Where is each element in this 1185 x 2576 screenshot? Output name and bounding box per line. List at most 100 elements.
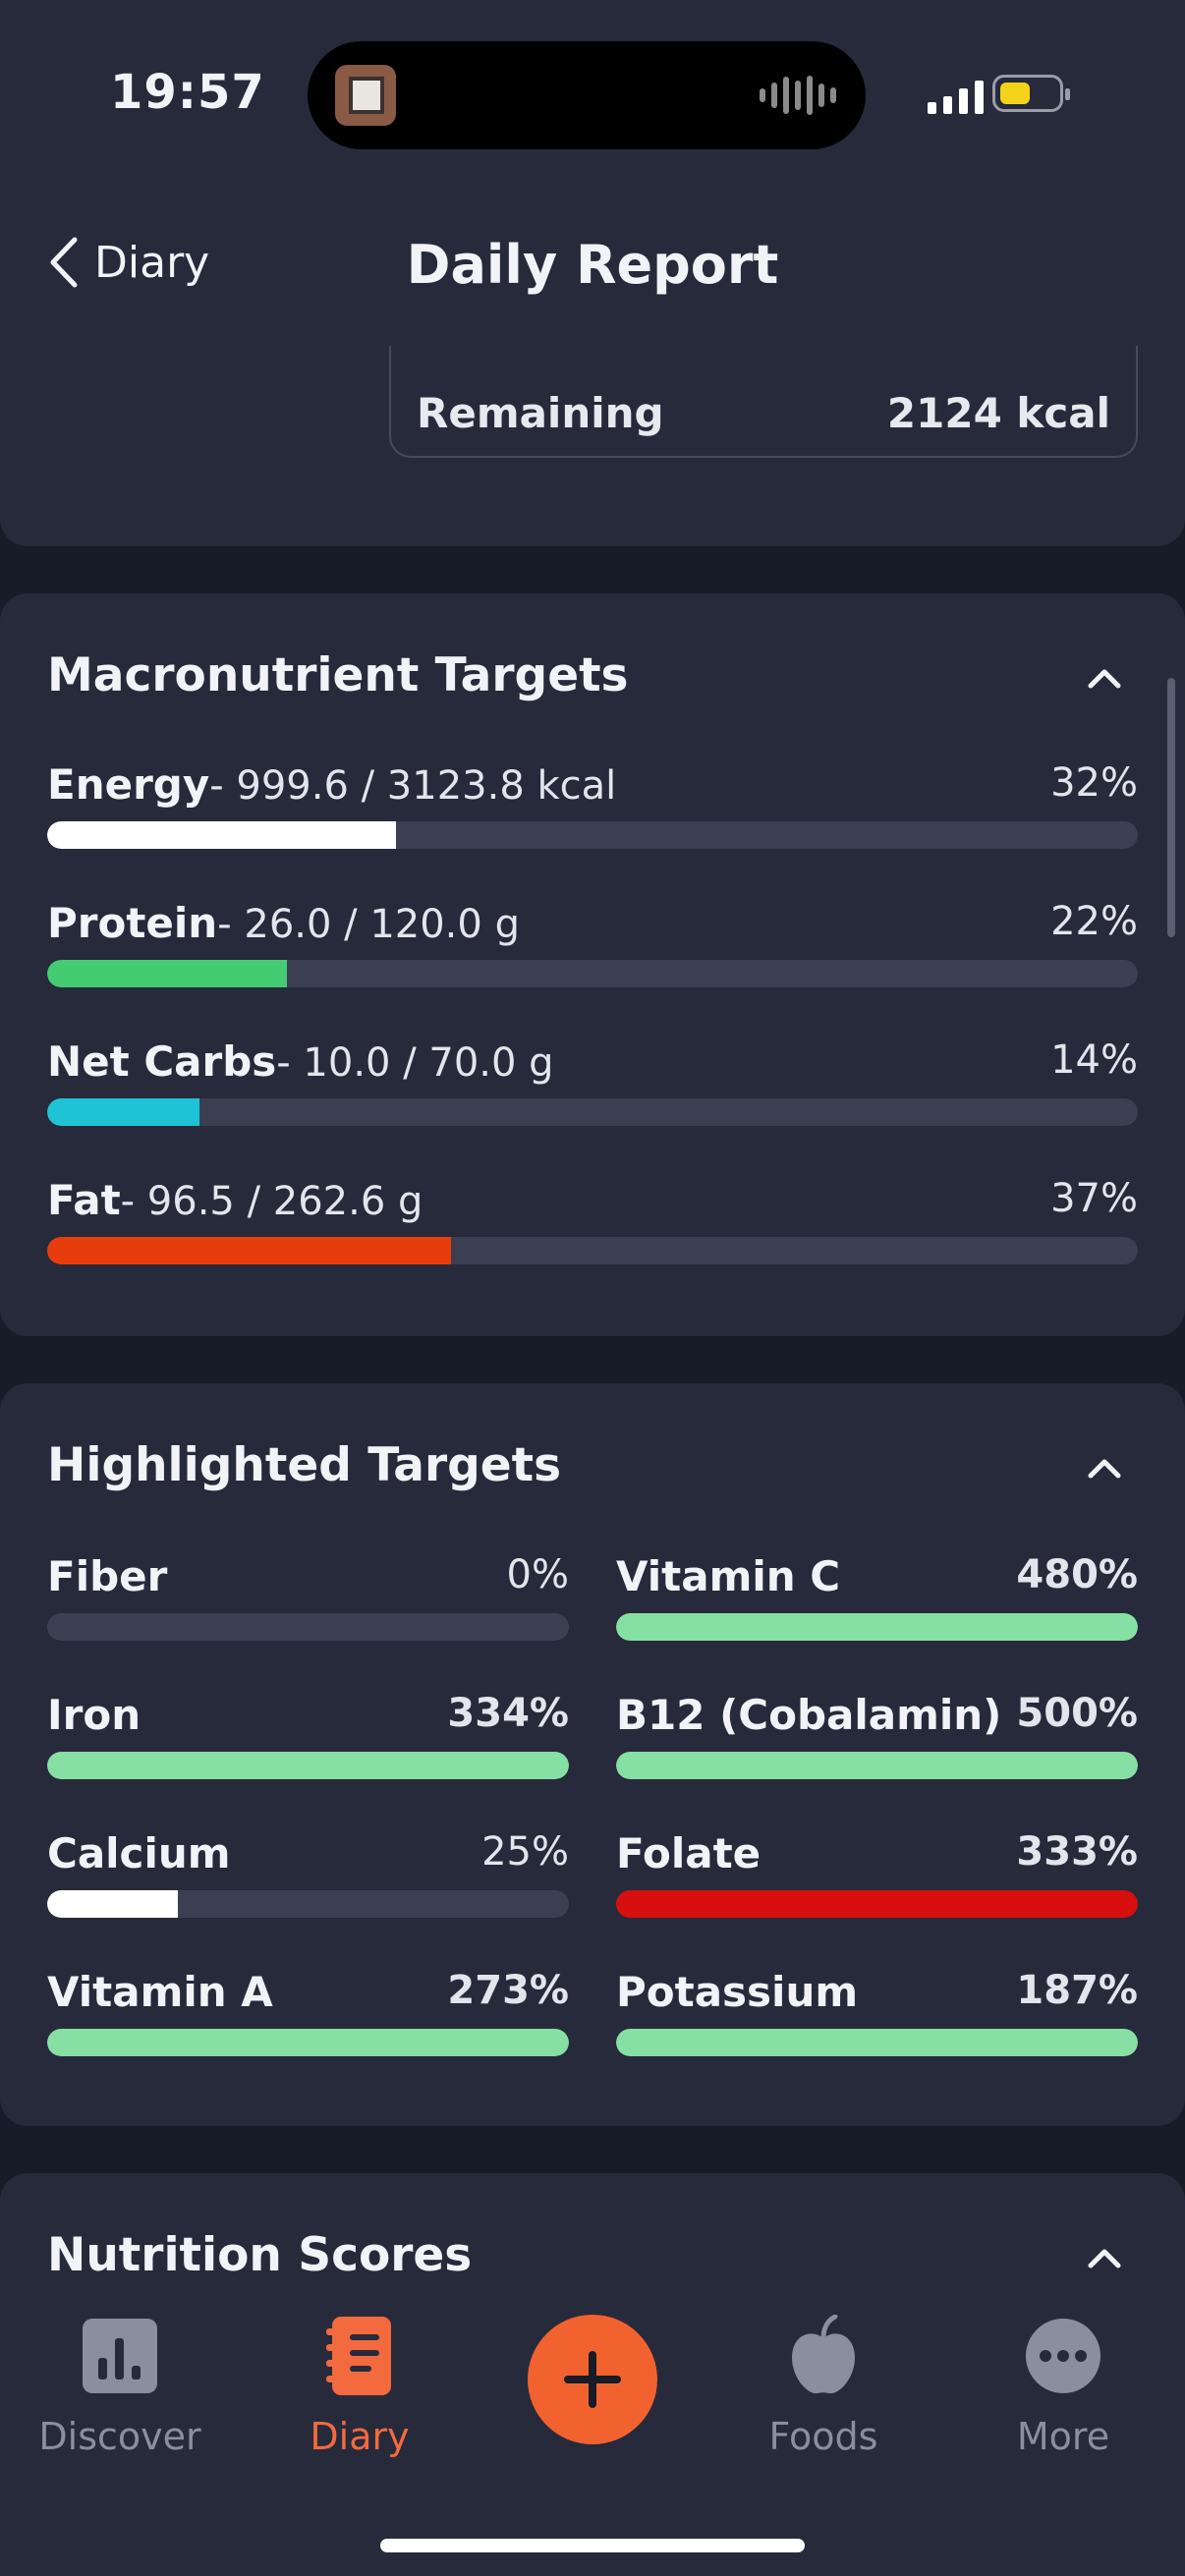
target-name: Calcium	[47, 1829, 231, 1877]
target-name: Fiber	[47, 1552, 168, 1600]
bar-chart-icon	[83, 2319, 157, 2393]
tab-label: Discover	[38, 2415, 201, 2458]
target-calcium: Calcium 25%	[47, 1829, 569, 1918]
section-title: Highlighted Targets	[47, 1438, 562, 1492]
progress-bar	[616, 1613, 1138, 1641]
progress-bar	[616, 1890, 1138, 1918]
macro-percent: 22%	[1050, 899, 1138, 944]
macronutrient-targets-card: Macronutrient Targets Energy- 999.6 / 31…	[0, 593, 1185, 1336]
target-percent: 187%	[1016, 1968, 1138, 2013]
macro-values: - 10.0 / 70.0 g	[276, 1040, 554, 1086]
target-folate: Folate 333%	[616, 1829, 1138, 1918]
tab-more[interactable]: More	[965, 2315, 1161, 2458]
now-playing-thumbnail[interactable]	[335, 65, 396, 126]
remaining-label: Remaining	[417, 388, 664, 437]
target-name: Vitamin C	[616, 1552, 841, 1600]
tab-diary[interactable]: Diary	[261, 2315, 458, 2458]
apple-icon	[792, 2314, 855, 2394]
progress-fill	[47, 1237, 451, 1264]
tab-label: Foods	[768, 2415, 878, 2458]
target-name: Vitamin A	[47, 1968, 273, 2016]
battery-icon	[992, 75, 1070, 112]
macro-name: Protein	[47, 899, 218, 947]
macro-values: - 999.6 / 3123.8 kcal	[209, 763, 617, 809]
page-title: Daily Report	[406, 234, 779, 296]
add-entry-button[interactable]	[528, 2315, 657, 2444]
tab-bar: Discover Diary Foods More	[0, 2285, 1185, 2576]
progress-fill	[47, 1098, 200, 1126]
back-label: Diary	[94, 237, 210, 288]
target-fiber: Fiber 0%	[47, 1552, 569, 1641]
diary-icon	[326, 2317, 391, 2395]
target-percent: 333%	[1016, 1829, 1138, 1875]
target-name: Potassium	[616, 1968, 859, 2016]
progress-fill	[47, 960, 288, 987]
target-iron: Iron 334%	[47, 1691, 569, 1779]
plus-icon	[564, 2351, 621, 2408]
target-name: Iron	[47, 1691, 141, 1739]
macro-name: Fat	[47, 1176, 121, 1224]
top-bar: 19:57 Diary Daily Report	[0, 0, 1185, 346]
progress-fill	[616, 2029, 1138, 2056]
macro-values: - 96.5 / 262.6 g	[120, 1179, 423, 1224]
progress-bar	[47, 1890, 569, 1918]
target-percent: 25%	[481, 1829, 569, 1875]
tab-foods[interactable]: Foods	[725, 2314, 922, 2458]
progress-bar	[616, 1752, 1138, 1779]
progress-fill	[47, 1890, 178, 1918]
dynamic-island	[308, 41, 866, 149]
target-potassium: Potassium 187%	[616, 1968, 1138, 2056]
macro-row-energy: Energy- 999.6 / 3123.8 kcal 32%	[47, 760, 1138, 849]
target-b12: B12 (Cobalamin) 500%	[616, 1691, 1138, 1779]
progress-fill	[47, 2029, 569, 2056]
progress-fill	[47, 1752, 569, 1779]
progress-bar	[47, 1098, 1138, 1126]
progress-fill	[616, 1890, 1138, 1918]
chevron-up-icon[interactable]	[1085, 658, 1124, 698]
chevron-up-icon[interactable]	[1085, 1448, 1124, 1487]
macro-percent: 32%	[1050, 760, 1138, 806]
chevron-left-icon	[50, 237, 78, 288]
chevron-up-icon[interactable]	[1085, 2238, 1124, 2277]
target-vitamin-a: Vitamin A 273%	[47, 1968, 569, 2056]
macro-row-net-carbs: Net Carbs- 10.0 / 70.0 g 14%	[47, 1037, 1138, 1126]
highlighted-targets-card: Highlighted Targets Fiber 0% Vitamin C 480…	[0, 1383, 1185, 2126]
progress-bar	[616, 2029, 1138, 2056]
audio-waveform-icon	[760, 75, 836, 116]
macro-percent: 37%	[1050, 1176, 1138, 1221]
target-percent: 480%	[1016, 1552, 1138, 1597]
cellular-signal-icon	[928, 79, 984, 114]
target-name: Folate	[616, 1829, 762, 1877]
macro-row-fat: Fat- 96.5 / 262.6 g 37%	[47, 1176, 1138, 1264]
status-time: 19:57	[110, 65, 265, 120]
section-title: Nutrition Scores	[47, 2228, 473, 2282]
home-indicator	[380, 2539, 805, 2552]
target-percent: 334%	[447, 1691, 569, 1736]
target-vitamin-c: Vitamin C 480%	[616, 1552, 1138, 1641]
macro-percent: 14%	[1050, 1037, 1138, 1083]
remaining-row: Remaining 2124 kcal	[389, 334, 1138, 458]
tab-label: Diary	[310, 2415, 410, 2458]
progress-fill	[616, 1752, 1138, 1779]
target-percent: 0%	[506, 1552, 569, 1597]
tab-label: More	[1016, 2415, 1110, 2458]
progress-fill	[47, 821, 397, 849]
target-name: B12 (Cobalamin)	[616, 1691, 1002, 1739]
progress-bar	[47, 1613, 569, 1641]
tab-discover[interactable]: Discover	[22, 2315, 218, 2458]
macro-name: Energy	[47, 760, 210, 809]
more-icon	[1026, 2319, 1100, 2393]
progress-bar	[47, 1237, 1138, 1264]
scrollbar[interactable]	[1167, 678, 1175, 937]
progress-bar	[47, 1752, 569, 1779]
remaining-value: 2124 kcal	[886, 388, 1110, 437]
progress-fill	[616, 1613, 1138, 1641]
macro-values: - 26.0 / 120.0 g	[217, 902, 520, 947]
progress-bar	[47, 821, 1138, 849]
target-percent: 500%	[1016, 1691, 1138, 1736]
section-title: Macronutrient Targets	[47, 648, 629, 702]
target-percent: 273%	[447, 1968, 569, 2013]
back-button[interactable]: Diary	[47, 236, 209, 289]
progress-bar	[47, 2029, 569, 2056]
progress-bar	[47, 960, 1138, 987]
